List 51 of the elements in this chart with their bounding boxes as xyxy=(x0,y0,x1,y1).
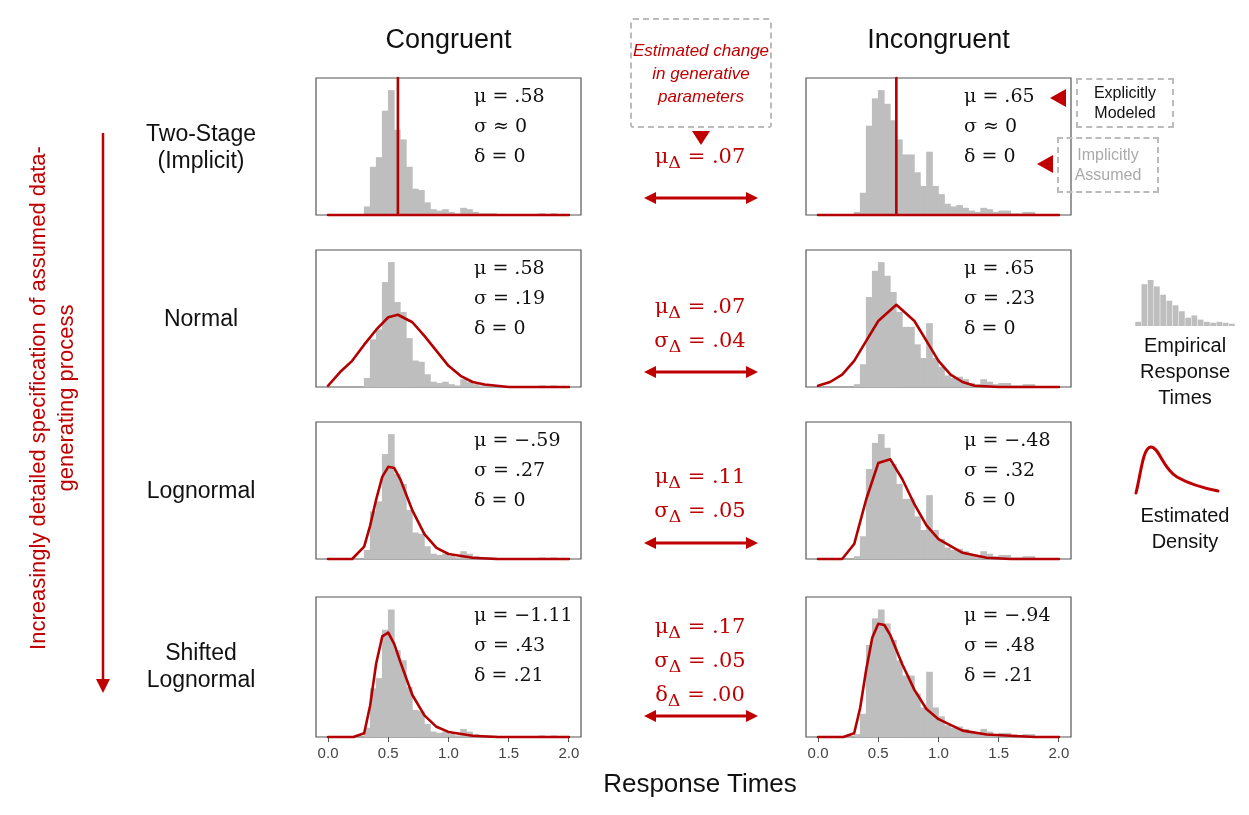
chart-title: Incongruent xyxy=(866,24,1011,55)
annotation: δ = 0 xyxy=(474,488,526,511)
annotation: μ = −.59 xyxy=(474,428,561,451)
annotation: δ = .21 xyxy=(964,663,1034,686)
annotation: σ ≈ 0 xyxy=(474,114,528,137)
annotation: δ = 0 xyxy=(964,144,1016,167)
annotation: σ = .23 xyxy=(964,286,1036,309)
text: Increasingly detailed specification of assumed data-generating process xyxy=(24,145,79,652)
text: μ$_{Δ}$ = .11 σ$_{Δ}$ = .05 xyxy=(653,463,747,529)
chart-title: Congruent xyxy=(384,24,513,55)
annotation: σ ≈ 0 xyxy=(964,114,1018,137)
annotation: μ = −.94 xyxy=(964,603,1051,626)
text: μ$_{Δ}$ = .07 xyxy=(653,143,747,175)
y-axis-title: Shifted Lognormal xyxy=(145,638,257,693)
annotation: μ = −.48 xyxy=(964,428,1051,451)
x-tick-label: 1.0 xyxy=(928,744,949,762)
dashed-callout-box: Implicitly Assumed xyxy=(1057,137,1159,193)
x-tick-label: 1.0 xyxy=(438,744,459,762)
y-axis-title: Lognormal xyxy=(146,477,256,504)
text: Response Times xyxy=(602,768,798,799)
annotation: δ = 0 xyxy=(474,316,526,339)
y-axis-title: Normal xyxy=(163,305,239,332)
text: Estimated Density xyxy=(1139,503,1231,554)
x-tick-label: 0.5 xyxy=(867,744,889,762)
text: μ$_{Δ}$ = .17 σ$_{Δ}$ = .05 δ$_{Δ}$ = .00 xyxy=(654,614,746,711)
x-tick-label: 0.0 xyxy=(317,744,339,762)
annotation: σ = .48 xyxy=(964,633,1036,656)
x-tick-label: 1.5 xyxy=(988,744,1010,762)
annotation: σ = .27 xyxy=(474,458,546,481)
dashed-callout-box: Explicitly Modeled xyxy=(1076,78,1174,128)
annotation: μ = .65 xyxy=(964,84,1035,107)
text: μ$_{Δ}$ = .07 σ$_{Δ}$ = .04 xyxy=(653,293,747,359)
text: Empirical Response Times xyxy=(1138,333,1232,410)
x-tick-label: 1.5 xyxy=(498,744,520,762)
annotation: μ = .65 xyxy=(964,256,1035,279)
y-axis-title: Two-Stage (Implicit) xyxy=(145,119,257,174)
annotation: μ = .58 xyxy=(474,256,545,279)
dashed-callout-box: Estimated change in generative parameters xyxy=(630,18,772,128)
annotation: μ = −1.11 xyxy=(474,603,573,626)
annotation: σ = .43 xyxy=(474,633,546,656)
annotation: σ = .19 xyxy=(474,286,546,309)
x-tick-label: 0.5 xyxy=(377,744,399,762)
annotation: δ = .21 xyxy=(474,663,544,686)
annotation: δ = 0 xyxy=(964,488,1016,511)
x-tick-label: 2.0 xyxy=(558,744,580,762)
annotation: σ = .32 xyxy=(964,458,1036,481)
annotation: δ = 0 xyxy=(964,316,1016,339)
annotation: δ = 0 xyxy=(474,144,526,167)
x-tick-label: 0.0 xyxy=(807,744,829,762)
annotation: μ = .58 xyxy=(474,84,545,107)
x-tick-label: 2.0 xyxy=(1048,744,1070,762)
